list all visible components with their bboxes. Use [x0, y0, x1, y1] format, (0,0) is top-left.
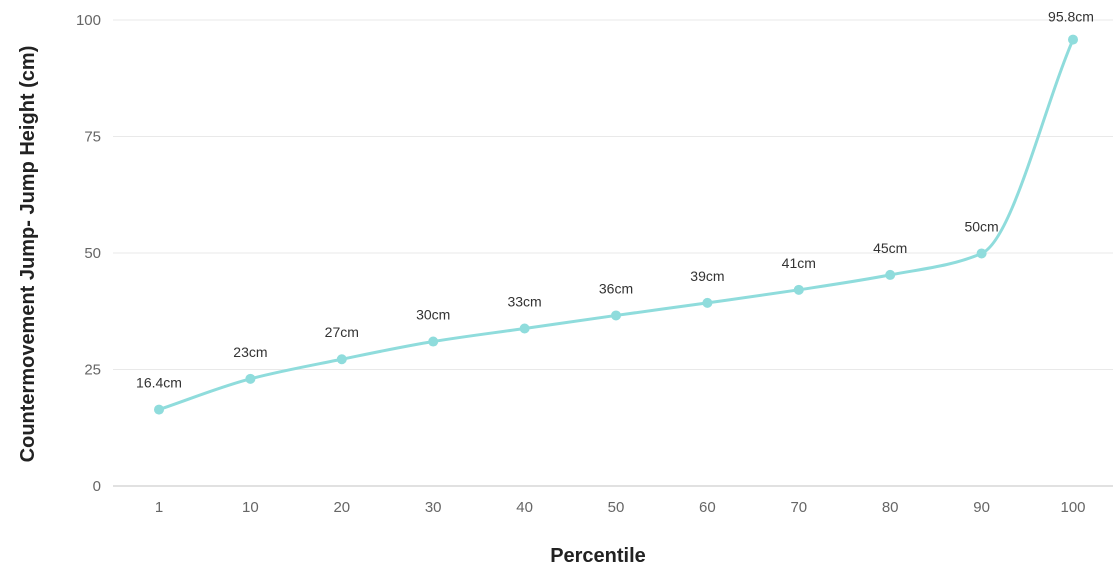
x-tick-label: 50: [608, 499, 625, 516]
data-label: 39cm: [690, 268, 724, 284]
x-tick-label: 20: [333, 499, 350, 516]
x-tick-label: 40: [516, 499, 533, 516]
data-point: [428, 336, 439, 347]
data-point: [519, 323, 530, 334]
x-tick-label: 10: [242, 499, 259, 516]
series-line: [157, 38, 1075, 412]
data-labels: 16.4cm 23cm 27cm 30cm 33cm 36cm 39cm 41cm 45cm 50…: [136, 9, 1094, 391]
data-label: 30cm: [416, 307, 450, 323]
data-point: [885, 269, 896, 280]
data-label: 33cm: [507, 293, 541, 309]
data-label: 36cm: [599, 280, 633, 296]
data-point: [976, 248, 987, 259]
data-label: 45cm: [873, 240, 907, 256]
data-label: 23cm: [233, 344, 267, 360]
x-tick-label: 100: [1060, 499, 1085, 516]
y-axis-ticks: 0 25 50 75 100: [76, 12, 101, 495]
y-tick-label: 25: [84, 362, 101, 379]
grid: [113, 19, 1113, 487]
x-tick-label: 80: [882, 499, 899, 516]
x-tick-label: 60: [699, 499, 716, 516]
x-tick-label: 70: [790, 499, 807, 516]
x-tick-label: 30: [425, 499, 442, 516]
data-point: [336, 354, 347, 365]
y-tick-label: 50: [84, 245, 101, 262]
x-axis-title: Percentile: [550, 545, 646, 567]
y-tick-label: 100: [76, 12, 101, 29]
data-point: [245, 373, 256, 384]
x-axis-ticks: 1 10 20 30 40 50 60 70 80 90 100: [155, 499, 1086, 516]
x-tick-label: 1: [155, 499, 163, 516]
y-tick-label: 0: [93, 478, 101, 495]
y-tick-label: 75: [84, 129, 101, 146]
data-point: [154, 404, 164, 415]
x-tick-label: 90: [973, 499, 990, 516]
data-label: 41cm: [782, 255, 816, 271]
data-point: [1068, 34, 1078, 45]
data-label: 50cm: [964, 218, 998, 234]
series: [154, 34, 1078, 415]
data-point: [793, 284, 804, 295]
data-label: 27cm: [325, 324, 359, 340]
data-point: [702, 297, 713, 308]
y-axis-title: Countermovement Jump- Jump Height (cm): [17, 46, 39, 463]
data-label: 95.8cm: [1048, 9, 1094, 25]
data-point: [611, 310, 621, 321]
data-label: 16.4cm: [136, 375, 182, 391]
